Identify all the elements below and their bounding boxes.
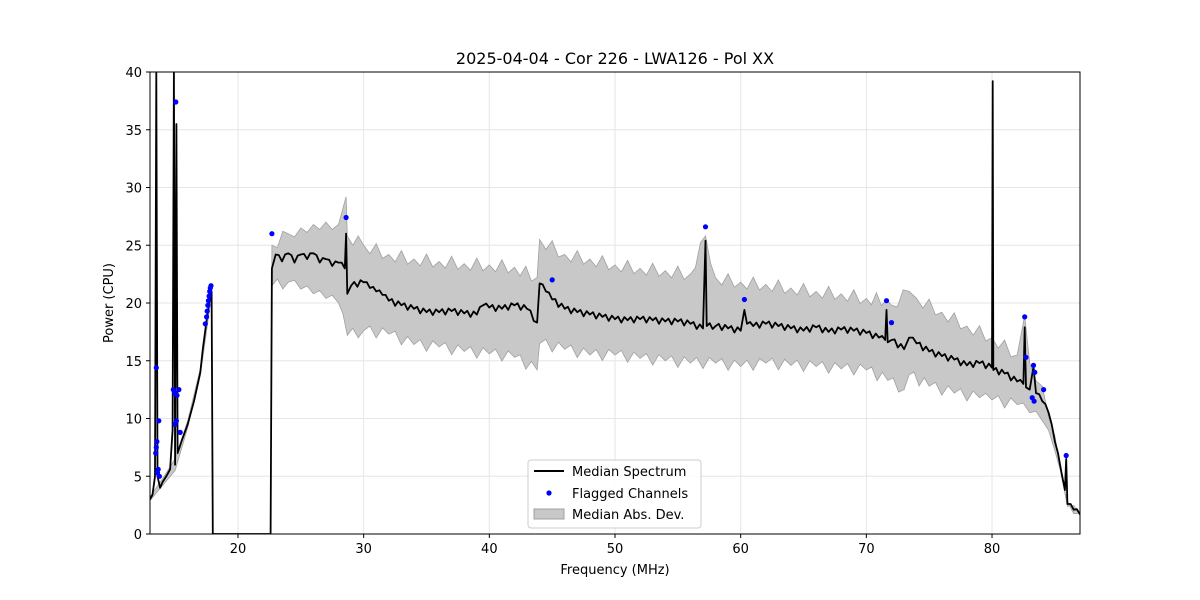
x-tick-label: 20	[230, 542, 247, 557]
flagged-channel-point	[153, 444, 159, 450]
flagged-channel-point	[154, 439, 160, 445]
chart-title: 2025-04-04 - Cor 226 - LWA126 - Pol XX	[456, 49, 774, 68]
flagged-channel-point	[204, 314, 210, 320]
legend-mad-swatch	[533, 508, 565, 520]
flagged-channel-point	[1032, 369, 1038, 375]
flagged-channel-point	[888, 320, 895, 326]
plot-content	[150, 72, 1080, 534]
flagged-channel-point	[156, 418, 162, 424]
x-tick-label: 70	[858, 542, 875, 557]
legend-mad-label: Median Abs. Dev.	[572, 508, 684, 523]
flagged-channel-point	[174, 392, 180, 398]
y-axis: 0 5 10 15 20 25 30 35 40	[125, 66, 150, 543]
y-tick-label: 30	[125, 182, 142, 197]
x-axis-label: Frequency (MHz)	[560, 563, 669, 578]
y-tick-label: 0	[134, 528, 142, 543]
flagged-channel-point	[153, 365, 159, 371]
flagged-channel-point	[173, 418, 179, 424]
flagged-channel-point	[1022, 314, 1028, 320]
flagged-channel-point	[1023, 354, 1029, 360]
flagged-channel-point	[549, 277, 555, 283]
flagged-channel-point	[702, 224, 709, 230]
x-tick-label: 60	[732, 542, 749, 557]
flagged-channel-point	[156, 473, 162, 479]
flagged-channel-point	[741, 296, 748, 303]
legend-flagged-swatch	[546, 490, 552, 496]
y-tick-label: 10	[125, 413, 142, 428]
mad-band	[150, 196, 1080, 534]
legend-median-label: Median Spectrum	[572, 465, 686, 480]
y-tick-label: 5	[134, 470, 142, 485]
flagged-channel-point	[205, 302, 211, 308]
y-tick-label: 35	[125, 124, 142, 139]
flagged-channel-point	[153, 450, 159, 456]
y-tick-label: 40	[125, 66, 142, 81]
y-tick-label: 15	[125, 355, 142, 370]
flagged-channel-point	[202, 321, 208, 327]
y-tick-label: 20	[125, 297, 142, 312]
flagged-channel-point	[1041, 387, 1047, 393]
x-tick-label: 40	[481, 542, 498, 557]
y-axis-label: Power (CPU)	[102, 263, 117, 343]
flagged-channel-point	[177, 429, 183, 435]
flagged-channel-point	[343, 214, 349, 221]
flagged-channel-point	[1063, 452, 1069, 459]
flagged-channel-point	[206, 293, 212, 299]
flagged-channel-point	[204, 308, 210, 314]
flagged-channel-point	[1031, 398, 1037, 404]
legend-box	[527, 459, 702, 529]
flagged-channel-point	[155, 466, 161, 472]
flagged-channel-point	[205, 298, 211, 304]
flagged-channel-point	[1030, 362, 1037, 368]
x-axis: 20 30 40 50 60 70 80	[230, 534, 1001, 557]
y-tick-label: 25	[125, 239, 142, 254]
x-tick-label: 80	[984, 542, 1001, 557]
x-tick-label: 50	[607, 542, 624, 557]
median-spectrum-line	[150, 72, 1080, 534]
legend: Median Spectrum Flagged Channels Median …	[527, 459, 702, 529]
flagged-channel-point	[176, 387, 182, 393]
flagged-channel-point	[208, 283, 214, 289]
x-tick-label: 30	[355, 542, 372, 557]
flagged-channel-point	[883, 298, 890, 304]
flagged-channel-point	[173, 99, 179, 105]
legend-flagged-label: Flagged Channels	[572, 487, 688, 502]
flagged-channel-point	[269, 231, 275, 237]
